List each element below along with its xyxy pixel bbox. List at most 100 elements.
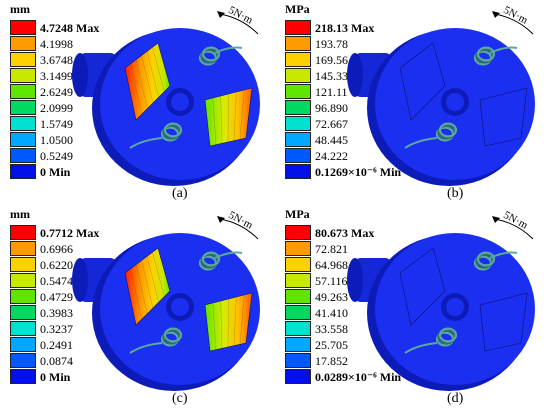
legend-label: 4.7248 Max (40, 21, 100, 35)
spring-arm (404, 342, 438, 354)
legend-unit: mm (10, 2, 30, 16)
mesh-line (135, 264, 148, 314)
panel-a: mm 4.7248 Max 4.1998 3.6748 3.1499 2.6249 2.0… (0, 0, 275, 205)
mesh-line (233, 91, 237, 141)
legend-swatch (285, 337, 311, 352)
legend-swatch (10, 289, 36, 304)
subfigure-caption: (d) (447, 391, 464, 406)
legend-label: 0.0289×10⁻⁶ Min (315, 370, 402, 384)
legend-label: 2.0999 (40, 101, 73, 115)
shaft-end (347, 258, 363, 302)
shutter-blade (399, 247, 446, 326)
legend-swatch (10, 305, 36, 320)
legend-label: 218.13 Max (315, 21, 375, 35)
legend-label: 0.0874 (40, 354, 73, 368)
legend-swatch (10, 369, 36, 384)
legend-label: 0 Min (40, 165, 71, 179)
legend-swatch (10, 241, 36, 256)
legend-label: 0.5474 (40, 274, 73, 288)
mesh-line (152, 252, 165, 297)
torsion-spring (476, 46, 496, 62)
legend-swatch (285, 353, 311, 368)
mesh-line (130, 63, 142, 115)
fea-model-render (347, 216, 535, 391)
legend-swatch (285, 273, 311, 288)
legend-swatch (285, 132, 311, 147)
legend-unit: MPa (285, 2, 310, 16)
legend-label: 49.263 (315, 290, 348, 304)
legend-label: 57.116 (315, 274, 348, 288)
torque-arrow (494, 218, 534, 240)
legend-swatch (10, 321, 36, 336)
legend-label: 0.4729 (40, 290, 73, 304)
shaft-end (347, 53, 363, 97)
mesh-line (233, 296, 237, 346)
mesh-line (220, 95, 223, 144)
legend-label: 0 Min (40, 370, 71, 384)
legend-swatch (10, 36, 36, 51)
mesh-line (146, 51, 159, 98)
legend-label: 3.6748 (40, 53, 73, 67)
center-hub-inner (446, 93, 464, 111)
subfigure-caption: (c) (172, 391, 188, 406)
legend-swatch (285, 52, 311, 67)
mesh-line (212, 97, 217, 145)
legend-label: 72.821 (315, 242, 348, 256)
legend-swatch (10, 132, 36, 147)
legend-label: 2.6249 (40, 85, 73, 99)
legend-label: 41.410 (315, 306, 348, 320)
panel-c: mm 0.7712 Max 0.6966 0.6220 0.5474 0.4729 0.3… (0, 205, 275, 410)
legend-label: 169.56 (315, 53, 348, 67)
torsion-spring (163, 327, 183, 343)
torque-arrowhead (217, 216, 225, 223)
legend-label: 0.6966 (40, 242, 73, 256)
spring-arm (129, 137, 163, 149)
mesh-line (239, 89, 245, 140)
legend-swatch (285, 289, 311, 304)
legend-label: 1.0500 (40, 133, 73, 147)
torque-arrowhead (217, 11, 225, 18)
legend-swatch (285, 369, 311, 384)
legend-swatch (10, 164, 36, 179)
legend-swatch (10, 257, 36, 272)
mesh-line (146, 256, 159, 303)
center-hub-inner (446, 298, 464, 316)
spring-arm (214, 46, 243, 54)
legend-swatch (285, 100, 311, 115)
torsion-spring (476, 251, 496, 267)
panel-b: MPa 218.13 Max 193.78 169.56 145.33 121.11 96… (275, 0, 550, 205)
mesh-line (239, 294, 245, 345)
spring-arm (489, 251, 518, 259)
mesh-line (135, 59, 148, 109)
legend-label: 17.852 (315, 354, 348, 368)
shutter-blade (124, 42, 171, 121)
legend-label: 3.1499 (40, 69, 73, 83)
legend-label: 33.558 (315, 322, 348, 336)
legend-label: 48.445 (315, 133, 348, 147)
legend-swatch (285, 68, 311, 83)
legend-label: 25.705 (315, 338, 348, 352)
fea-model-render (347, 11, 535, 186)
torsion-spring (201, 46, 221, 62)
shutter-blade (479, 292, 528, 352)
legend-label: 0.6220 (40, 258, 73, 272)
mesh-line (227, 298, 229, 348)
mesh-line (212, 302, 217, 350)
legend-swatch (10, 116, 36, 131)
shutter-blade (399, 42, 446, 121)
subfigure-caption: (b) (447, 186, 464, 201)
legend-swatch (285, 84, 311, 99)
legend-label: 0.5249 (40, 149, 73, 163)
legend-swatch (10, 353, 36, 368)
legend-label: 0.3983 (40, 306, 73, 320)
legend-swatch (10, 225, 36, 240)
legend-swatch (10, 273, 36, 288)
fea-model-render (72, 11, 260, 186)
mesh-line (220, 300, 223, 349)
torsion-spring (438, 327, 458, 343)
legend-swatch (10, 84, 36, 99)
legend-label: 72.667 (315, 117, 348, 131)
legend-label: 24.222 (315, 149, 348, 163)
legend-swatch (285, 305, 311, 320)
legend-label: 80.673 Max (315, 226, 375, 240)
